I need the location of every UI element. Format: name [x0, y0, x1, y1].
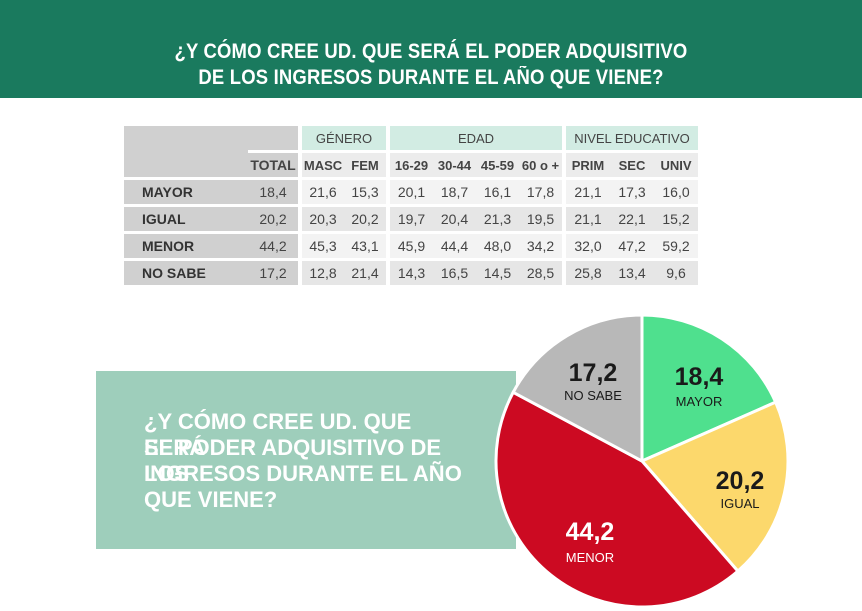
title-banner: ¿Y CÓMO CREE UD. QUE SERÁ EL PODER ADQUI…	[0, 0, 862, 98]
col-header: UNIV	[654, 153, 698, 180]
table-cell: 21,6	[302, 180, 344, 207]
pie-value-label: 17,2	[569, 359, 618, 387]
table-cell: 47,2	[610, 234, 654, 261]
results-table: GÉNERO EDAD NIVEL EDUCATIVO TOTAL MASC F…	[124, 126, 698, 288]
group-nivel: NIVEL EDUCATIVO	[566, 126, 698, 153]
table-cell: 34,2	[519, 234, 562, 261]
table-cell: 43,1	[344, 234, 386, 261]
table-cell: 20,2	[248, 207, 298, 234]
table-cell: 44,4	[433, 234, 476, 261]
table-row: MENOR 44,2 45,3 43,1 45,9 44,4 48,0 34,2 32,0 47,…	[124, 234, 698, 261]
table-cell: 14,3	[390, 261, 433, 288]
col-header: 45-59	[476, 153, 519, 180]
table-cell: 12,8	[302, 261, 344, 288]
callout-line-4: QUE VIENE?	[144, 487, 278, 512]
table-cell: 16,5	[433, 261, 476, 288]
table-row: NO SABE 17,2 12,8 21,4 14,3 16,5 14,5 28,5 25,8 1…	[124, 261, 698, 288]
table-cell: 22,1	[610, 207, 654, 234]
table-cell: 13,4	[610, 261, 654, 288]
col-header: SEC	[610, 153, 654, 180]
table-cell: 21,3	[476, 207, 519, 234]
table-cell: 45,3	[302, 234, 344, 261]
pie-slice-menor	[494, 390, 740, 609]
pie-category-label: MENOR	[566, 550, 614, 565]
table-cell: 9,6	[654, 261, 698, 288]
table-cell: 48,0	[476, 234, 519, 261]
table-cell: 17,2	[248, 261, 298, 288]
col-header: PRIM	[566, 153, 610, 180]
row-label: MAYOR	[124, 180, 248, 207]
pie-value-label: 18,4	[675, 363, 724, 391]
table-cell: 20,2	[344, 207, 386, 234]
table-cell: 15,2	[654, 207, 698, 234]
pie-category-label: IGUAL	[720, 496, 759, 511]
table-cell: 15,3	[344, 180, 386, 207]
table-row: MAYOR 18,4 21,6 15,3 20,1 18,7 16,1 17,8 21,1 17,…	[124, 180, 698, 207]
corner-cell	[124, 126, 248, 180]
column-header-row: TOTAL MASC FEM 16-29 30-44 45-59 60 o + …	[124, 153, 698, 180]
title-line-2: DE LOS INGRESOS DURANTE EL AÑO QUE VIENE…	[198, 66, 664, 89]
table-cell: 19,5	[519, 207, 562, 234]
col-header: 60 o +	[519, 153, 562, 180]
total-group-cell	[248, 126, 298, 153]
pie-category-label: NO SABE	[564, 388, 622, 403]
pie-category-label: MAYOR	[676, 394, 723, 409]
row-label: NO SABE	[124, 261, 248, 288]
group-header-row: GÉNERO EDAD NIVEL EDUCATIVO	[124, 126, 698, 180]
question-callout: ¿Y CÓMO CREE UD. QUE SERÁ EL PODER ADQUI…	[96, 371, 516, 549]
col-header: 30-44	[433, 153, 476, 180]
table-cell: 17,3	[610, 180, 654, 207]
group-edad: EDAD	[390, 126, 562, 153]
table-cell: 21,4	[344, 261, 386, 288]
col-header: FEM	[344, 153, 386, 180]
table-cell: 32,0	[566, 234, 610, 261]
table-cell: 20,4	[433, 207, 476, 234]
table-cell: 28,5	[519, 261, 562, 288]
table-cell: 21,1	[566, 207, 610, 234]
table-cell: 25,8	[566, 261, 610, 288]
title-line-1: ¿Y CÓMO CREE UD. QUE SERÁ EL PODER ADQUI…	[174, 40, 688, 63]
row-label: IGUAL	[124, 207, 248, 234]
pie-value-label: 20,2	[716, 467, 765, 495]
table-row: IGUAL 20,2 20,3 20,2 19,7 20,4 21,3 19,5 21,1 22,…	[124, 207, 698, 234]
table-cell: 18,4	[248, 180, 298, 207]
table-cell: 16,1	[476, 180, 519, 207]
table-cell: 21,1	[566, 180, 610, 207]
table-cell: 20,3	[302, 207, 344, 234]
table-cell: 20,1	[390, 180, 433, 207]
group-genero: GÉNERO	[302, 126, 386, 153]
callout-line-1: ¿Y CÓMO CREE UD. QUE SERÁ	[144, 409, 412, 460]
table-cell: 16,0	[654, 180, 698, 207]
callout-line-2: EL PODER ADQUISITIVO DE LOS	[144, 435, 442, 486]
row-label: MENOR	[124, 234, 248, 261]
table-cell: 18,7	[433, 180, 476, 207]
col-header: MASC	[302, 153, 344, 180]
table-cell: 14,5	[476, 261, 519, 288]
pie-slice-no-sabe	[511, 313, 644, 464]
pie-slice-igual	[639, 400, 790, 574]
table-cell: 45,9	[390, 234, 433, 261]
callout-line-3: INGRESOS DURANTE EL AÑO	[144, 461, 462, 486]
table-cell: 44,2	[248, 234, 298, 261]
table-cell: 59,2	[654, 234, 698, 261]
col-header: 16-29	[390, 153, 433, 180]
pie-slice-mayor	[640, 313, 778, 464]
col-header: TOTAL	[248, 153, 298, 180]
pie-value-label: 44,2	[566, 518, 615, 546]
table-cell: 19,7	[390, 207, 433, 234]
table-cell: 17,8	[519, 180, 562, 207]
